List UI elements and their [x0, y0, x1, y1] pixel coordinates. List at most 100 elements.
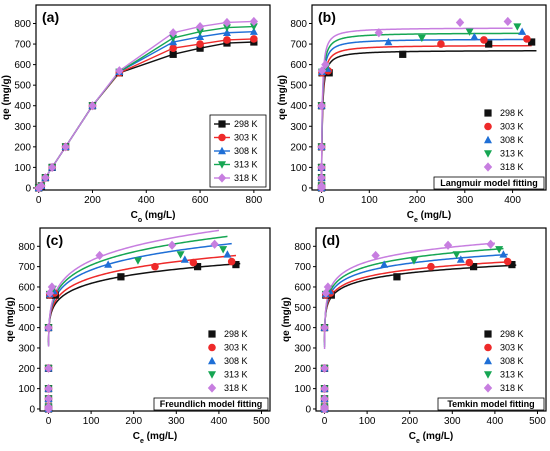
- data-point: [180, 255, 189, 263]
- legend-marker: [208, 371, 216, 379]
- x-axis-title-main: C: [131, 210, 138, 221]
- legend-label: 308 K: [234, 146, 258, 156]
- y-tick-label: 200: [18, 364, 35, 375]
- data-point: [44, 384, 53, 394]
- data-point: [195, 21, 205, 32]
- data-point: [384, 37, 393, 46]
- x-tick-label: 400: [487, 416, 504, 427]
- series-308K: [320, 250, 508, 413]
- series-318K: [44, 239, 219, 414]
- y-tick-label: 800: [290, 19, 307, 30]
- x-tick-label: 500: [529, 416, 546, 427]
- x-tick-label: 200: [84, 195, 101, 206]
- y-tick-label: 100: [290, 163, 307, 174]
- data-point: [518, 27, 527, 35]
- data-point: [250, 35, 258, 43]
- fit-line-298K: [47, 262, 241, 343]
- legend-marker: [484, 122, 492, 131]
- x-axis-title-unit: (mg/L): [142, 210, 175, 221]
- data-point: [44, 363, 53, 373]
- legend-label: 308 K: [224, 356, 248, 366]
- data-point: [193, 263, 202, 271]
- series-318K: [320, 239, 495, 414]
- legend-marker: [484, 135, 492, 144]
- legend-marker: [484, 343, 492, 352]
- data-point: [44, 394, 53, 404]
- data-point: [196, 44, 204, 52]
- data-point: [437, 40, 445, 48]
- data-point: [222, 24, 231, 32]
- data-point: [88, 101, 97, 111]
- y-tick-label: 0: [305, 404, 311, 415]
- data-point: [210, 239, 219, 249]
- plot-frame: [315, 227, 547, 412]
- data-point: [104, 260, 113, 268]
- data-point: [503, 257, 512, 266]
- data-point: [317, 181, 326, 191]
- y-tick-label: 400: [294, 323, 311, 334]
- data-point: [133, 257, 142, 265]
- data-point: [196, 28, 205, 36]
- data-point: [320, 363, 329, 373]
- x-axis-title-sub: o: [138, 217, 142, 224]
- data-point: [95, 250, 104, 261]
- x-axis-title-main: C: [409, 431, 416, 442]
- x-axis-title-main: C: [133, 431, 140, 442]
- data-point: [465, 28, 474, 36]
- data-point: [374, 28, 384, 38]
- y-tick-label: 0: [301, 183, 307, 194]
- legend-marker: [484, 356, 492, 365]
- data-point: [456, 255, 465, 263]
- panel-label: (c): [46, 232, 63, 248]
- legend-marker: [207, 383, 217, 393]
- chart-panel-3: 0 100 200 300 400 500 0 100 200 300 400 500 600 700 80…: [281, 227, 547, 445]
- data-point: [470, 32, 479, 41]
- plot-frame: [35, 4, 271, 191]
- x-tick-label: 0: [46, 416, 52, 427]
- data-point: [409, 257, 418, 265]
- y-tick-label: 100: [294, 384, 311, 395]
- y-tick-label: 200: [14, 142, 31, 153]
- series-303K: [320, 257, 512, 413]
- x-axis-title-sub: e: [416, 438, 420, 445]
- y-tick-label: 700: [294, 262, 311, 273]
- legend-label: 313 K: [500, 370, 524, 380]
- chart-panel-0: 0 200 400 600 800 0 100 200 300 400 500 600 700 800 Co…: [1, 4, 271, 224]
- x-axis-title-main: C: [407, 210, 414, 221]
- data-point: [249, 27, 258, 35]
- data-point: [176, 251, 185, 259]
- plot-frame: [311, 4, 547, 191]
- data-point: [320, 323, 329, 333]
- data-point: [169, 34, 178, 43]
- legend-marker: [484, 371, 492, 379]
- y-axis-title: qe (mg/g): [5, 297, 16, 342]
- data-point: [513, 23, 522, 31]
- data-point: [227, 257, 236, 266]
- fit-curves: [47, 229, 241, 347]
- data-point: [486, 239, 495, 249]
- x-tick-label: 300: [456, 195, 473, 206]
- y-tick-label: 300: [18, 343, 35, 354]
- panel-label: (b): [318, 9, 336, 25]
- fit-line-303K: [323, 260, 513, 343]
- y-tick-label: 200: [290, 142, 307, 153]
- data-point: [399, 50, 407, 58]
- data-point: [168, 28, 178, 38]
- panel-label: (d): [322, 232, 340, 248]
- series-303K: [44, 257, 236, 413]
- fit-line-313K: [47, 235, 228, 346]
- data-point: [503, 16, 512, 27]
- data-point: [320, 394, 329, 404]
- data-point: [465, 258, 474, 267]
- data-point: [223, 250, 232, 258]
- x-axis-title-unit: (mg/L): [144, 431, 177, 442]
- data-point: [47, 282, 57, 292]
- legend-label: 313 K: [500, 149, 524, 159]
- legend-label: 303 K: [500, 122, 524, 132]
- data-point: [249, 23, 258, 31]
- data-point: [317, 101, 326, 111]
- data-point: [480, 36, 488, 44]
- y-tick-label: 0: [25, 183, 31, 194]
- data-point: [485, 40, 493, 48]
